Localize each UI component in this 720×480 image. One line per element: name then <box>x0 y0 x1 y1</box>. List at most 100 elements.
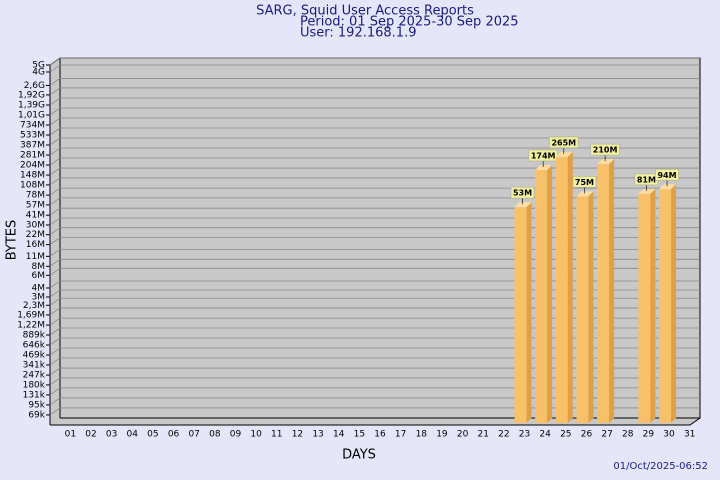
x-tick-label: 08 <box>209 430 221 440</box>
bar-top <box>597 159 615 165</box>
x-tick-label: 24 <box>539 430 551 440</box>
x-tick-label: 19 <box>436 430 448 440</box>
y-tick-label: 734M <box>20 120 45 130</box>
bar <box>659 189 672 423</box>
grid-line <box>49 217 700 226</box>
bar-side <box>671 184 677 423</box>
bar-side <box>650 188 656 423</box>
y-tick-label: 41M <box>26 211 45 221</box>
y-tick-label: 5G <box>32 61 45 71</box>
chart-subtitle: Period: 01 Sep 2025-30 Sep 2025 <box>300 15 519 30</box>
y-tick-label: 8M <box>32 262 46 272</box>
grid-line <box>49 367 700 376</box>
value-label: 174M <box>531 152 556 161</box>
grid-line <box>49 307 700 316</box>
y-tick-label: 4M <box>32 283 46 293</box>
x-tick-label: 16 <box>374 430 386 440</box>
grid-line <box>49 280 700 289</box>
grid-line <box>49 197 700 206</box>
value-label: 265M <box>551 138 576 147</box>
bar-top <box>555 151 573 157</box>
x-tick-label: 28 <box>622 430 634 440</box>
bar-top <box>535 165 553 171</box>
x-tick-label: 05 <box>147 430 158 440</box>
y-tick-label: 281M <box>20 151 45 161</box>
y-tick-label: 148M <box>20 171 45 181</box>
grid-line <box>49 187 700 196</box>
value-label: 210M <box>593 146 618 155</box>
grid-line <box>49 127 700 136</box>
x-tick-label: 13 <box>312 430 323 440</box>
bar-side <box>609 159 615 424</box>
bar-top <box>659 184 677 190</box>
y-tick-label: 22M <box>26 230 45 240</box>
x-tick-label: 14 <box>333 430 345 440</box>
x-tick-label: 26 <box>581 430 593 440</box>
x-tick-label: 25 <box>560 430 571 440</box>
x-tick-label: 01 <box>65 430 76 440</box>
bar-side <box>567 151 573 423</box>
value-label-box <box>655 168 679 181</box>
y-tick-label: 387M <box>20 141 45 151</box>
grid-line <box>49 297 700 306</box>
grid-line <box>49 177 700 186</box>
value-label: 75M <box>575 178 594 187</box>
value-label-box <box>510 186 535 199</box>
y-tick-label: 108M <box>20 180 45 190</box>
bar <box>597 164 610 424</box>
grid-line <box>49 377 700 386</box>
x-tick-label: 30 <box>663 430 675 440</box>
y-tick-label: 533M <box>20 131 45 141</box>
y-tick-label: 131k <box>23 390 46 400</box>
grid-line <box>49 157 700 166</box>
y-tick-label: 204M <box>20 161 45 171</box>
grid-line <box>49 347 700 356</box>
grid-line <box>49 207 700 216</box>
bar-side <box>547 165 553 424</box>
x-tick-label: 06 <box>168 430 180 440</box>
y-tick-label: 3M <box>32 292 46 302</box>
y-tick-label: 180k <box>23 380 46 390</box>
x-tick-label: 29 <box>643 430 655 440</box>
x-tick-label: 03 <box>106 430 117 440</box>
bar <box>535 170 548 423</box>
x-tick-label: 31 <box>684 430 695 440</box>
grid-line <box>49 289 700 298</box>
y-tick-label: 469k <box>23 351 46 361</box>
grid-line <box>49 407 700 416</box>
x-tick-label: 22 <box>498 430 509 440</box>
y-tick-label: 2,3M <box>23 301 45 311</box>
y-tick-label: 247k <box>23 371 46 381</box>
bar-side <box>588 191 594 423</box>
y-tick-label: 57M <box>26 200 45 210</box>
grid-line <box>49 327 700 336</box>
y-axis-label: BYTES <box>5 220 20 261</box>
x-tick-label: 15 <box>354 430 365 440</box>
bar <box>638 193 651 423</box>
x-tick-label: 21 <box>477 430 488 440</box>
x-tick-label: 23 <box>519 430 530 440</box>
grid-line <box>49 237 700 245</box>
grid-line <box>49 87 700 96</box>
x-tick-label: 17 <box>395 430 406 440</box>
y-tick-label: 1,69M <box>17 310 45 320</box>
x-tick-label: 07 <box>188 430 199 440</box>
y-tick-label: 30M <box>26 220 45 230</box>
grid-line <box>49 57 700 66</box>
x-tick-label: 11 <box>271 430 282 440</box>
y-tick-label: 78M <box>26 191 45 201</box>
x-tick-label: 10 <box>250 430 262 440</box>
grid-line <box>49 147 700 156</box>
x-tick-label: 18 <box>416 430 428 440</box>
bar <box>555 156 568 423</box>
grid-line <box>49 258 700 267</box>
y-tick-label: 95k <box>28 400 45 410</box>
footer: 01/Oct/2025-06:52 <box>613 461 708 472</box>
value-label-box <box>549 136 579 149</box>
chart-subtitle: User: 192.168.1.9 <box>300 26 416 41</box>
y-tick-label: 69k <box>28 410 45 420</box>
bar <box>576 196 589 423</box>
grid-line <box>49 337 700 346</box>
x-tick-label: 09 <box>230 430 242 440</box>
